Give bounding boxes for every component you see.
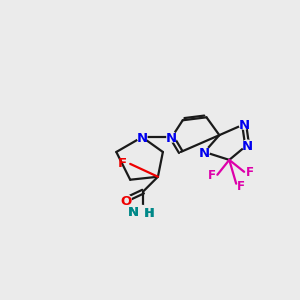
Text: O: O [121,194,132,208]
Text: N: N [242,140,253,153]
Text: N: N [128,206,139,219]
Text: H: H [144,207,154,220]
Text: N: N [166,132,177,145]
Circle shape [121,195,131,204]
Circle shape [136,206,148,218]
Circle shape [239,119,249,129]
Circle shape [200,147,209,157]
Text: F: F [237,180,245,193]
Text: F: F [246,166,254,179]
Text: N: N [238,119,250,132]
Text: N: N [199,147,210,160]
Text: H: H [145,207,155,220]
Text: F: F [207,169,215,182]
Circle shape [137,132,147,142]
Text: N: N [128,206,139,219]
Text: F: F [118,157,127,170]
Circle shape [242,140,252,150]
Circle shape [167,132,177,142]
Text: N: N [136,132,148,145]
